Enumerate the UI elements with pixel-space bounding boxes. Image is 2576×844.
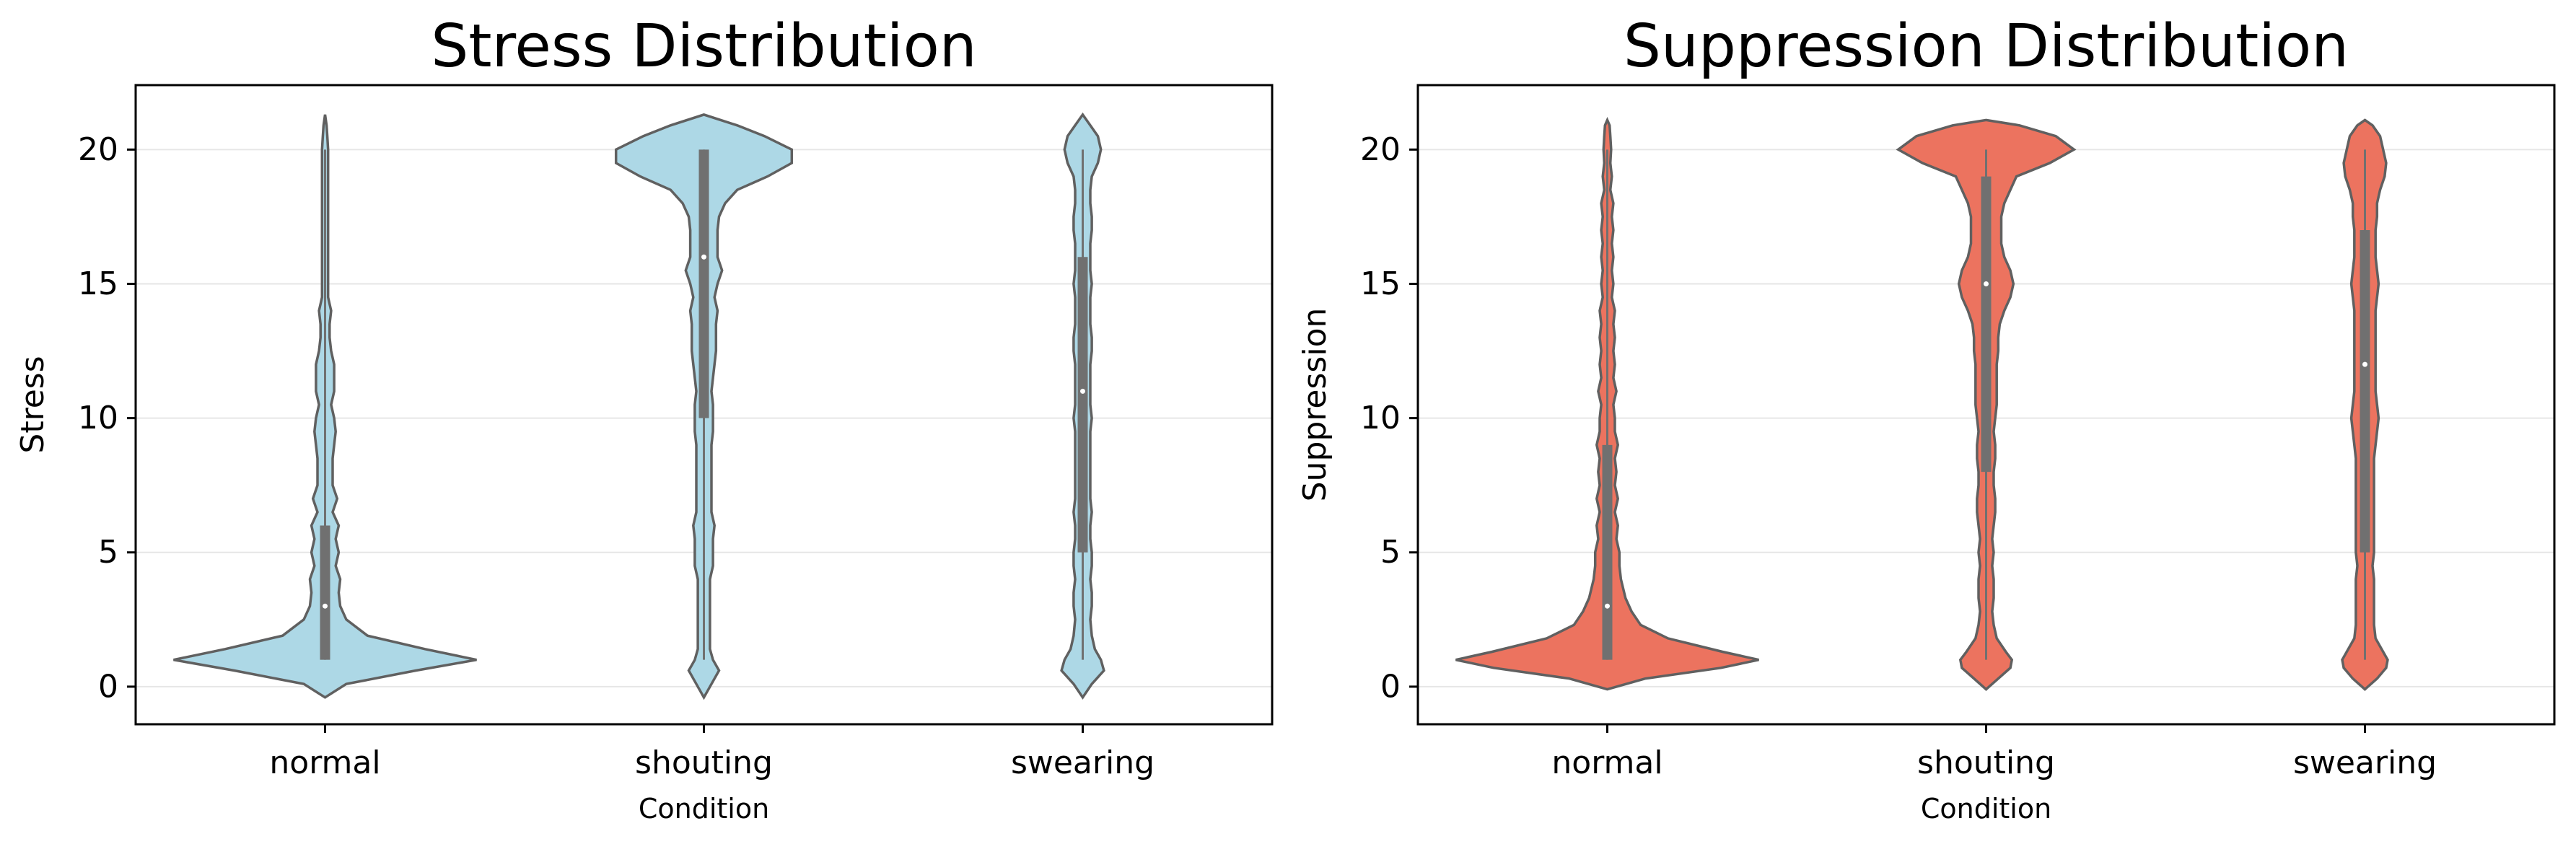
median-dot-normal: [1605, 603, 1610, 609]
chart-panel-1: 0 5 10 15 20 normal shouting swearing Condition S…: [14, 12, 1274, 825]
y-axis-label: Suppression: [1297, 308, 1333, 502]
y-tick-label: 15: [1360, 265, 1401, 302]
median-dot-shouting: [1984, 281, 1989, 286]
chart-title: Stress Distribution: [431, 12, 976, 81]
y-tick-label: 20: [78, 131, 118, 168]
median-dot-swearing: [1080, 388, 1085, 394]
x-tick-label-swearing: swearing: [2293, 744, 2437, 781]
x-tick-label-shouting: shouting: [1917, 744, 2055, 781]
y-tick-label: 10: [1360, 400, 1401, 436]
y-tick-label: 5: [1380, 534, 1401, 571]
median-dot-shouting: [701, 254, 706, 260]
y-tick-label: 0: [98, 668, 118, 705]
y-tick-label: 5: [98, 534, 118, 571]
y-tick-label: 15: [78, 265, 118, 302]
median-dot-normal: [323, 603, 328, 609]
chart-panel-2: 0 5 10 15 20 normal shouting swearing Condition S…: [1297, 12, 2556, 825]
y-tick-label: 0: [1380, 668, 1401, 705]
chart-title: Suppression Distribution: [1624, 12, 2349, 81]
x-axis-label: Condition: [1921, 793, 2051, 825]
x-tick-label-shouting: shouting: [635, 744, 773, 781]
median-dot-swearing: [2362, 361, 2367, 367]
x-tick-label-normal: normal: [269, 744, 380, 781]
x-axis-label: Condition: [639, 793, 769, 825]
y-axis-label: Stress: [14, 356, 51, 453]
x-tick-label-normal: normal: [1551, 744, 1662, 781]
y-tick-label: 10: [78, 400, 118, 436]
x-tick-label-swearing: swearing: [1011, 744, 1155, 781]
y-tick-label: 20: [1360, 131, 1401, 168]
